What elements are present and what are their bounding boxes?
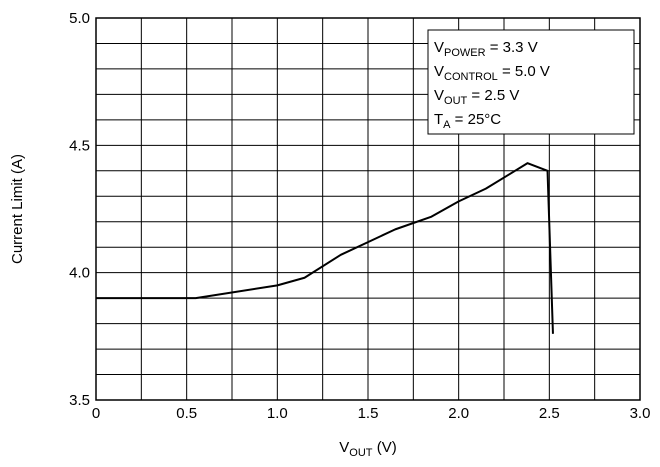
legend-entry-rest: = 5.0 V [498, 63, 550, 80]
legend-entry-sub: POWER [444, 47, 486, 59]
legend-entry: VPOWER = 3.3 V [434, 39, 538, 59]
x-tick-label: 3.0 [630, 405, 651, 422]
legend-entry-main: V [434, 87, 444, 104]
x-tick-label: 2.5 [539, 405, 560, 422]
legend-entry-main: T [434, 111, 443, 128]
legend-entry-rest: = 3.3 V [486, 39, 538, 56]
x-axis-label-main: V [339, 439, 349, 456]
x-axis-label: VOUT (V) [339, 439, 396, 459]
legend-entry-sub: A [443, 119, 451, 131]
legend-entry: VCONTROL = 5.0 V [434, 63, 550, 83]
x-tick-label: 1.5 [358, 405, 379, 422]
legend-entry-main: V [434, 39, 444, 56]
legend-entry-rest: = 25°C [451, 111, 502, 128]
y-tick-label: 4.0 [69, 265, 90, 282]
x-axis-label-sub: OUT [349, 447, 373, 459]
legend-entry: VOUT = 2.5 V [434, 87, 519, 107]
y-tick-label: 5.0 [69, 10, 90, 27]
legend-entry-rest: = 2.5 V [467, 87, 519, 104]
legend-entry: TA = 25°C [434, 111, 501, 131]
x-axis-label-rest: (V) [373, 439, 397, 456]
legend-entry-main: V [434, 63, 444, 80]
legend-entry-sub: OUT [444, 95, 468, 107]
y-tick-label: 4.5 [69, 137, 90, 154]
legend-box [427, 29, 635, 135]
x-tick-label: 1.0 [267, 405, 288, 422]
x-tick-label: 0.5 [176, 405, 197, 422]
x-tick-label: 0 [92, 405, 100, 422]
legend-entry-sub: CONTROL [444, 71, 498, 83]
x-tick-label: 2.0 [448, 405, 469, 422]
y-axis-label: Current Limit (A) [9, 154, 26, 264]
y-tick-label: 3.5 [69, 392, 90, 409]
data-line [96, 162, 554, 334]
plot-frame [95, 17, 641, 401]
